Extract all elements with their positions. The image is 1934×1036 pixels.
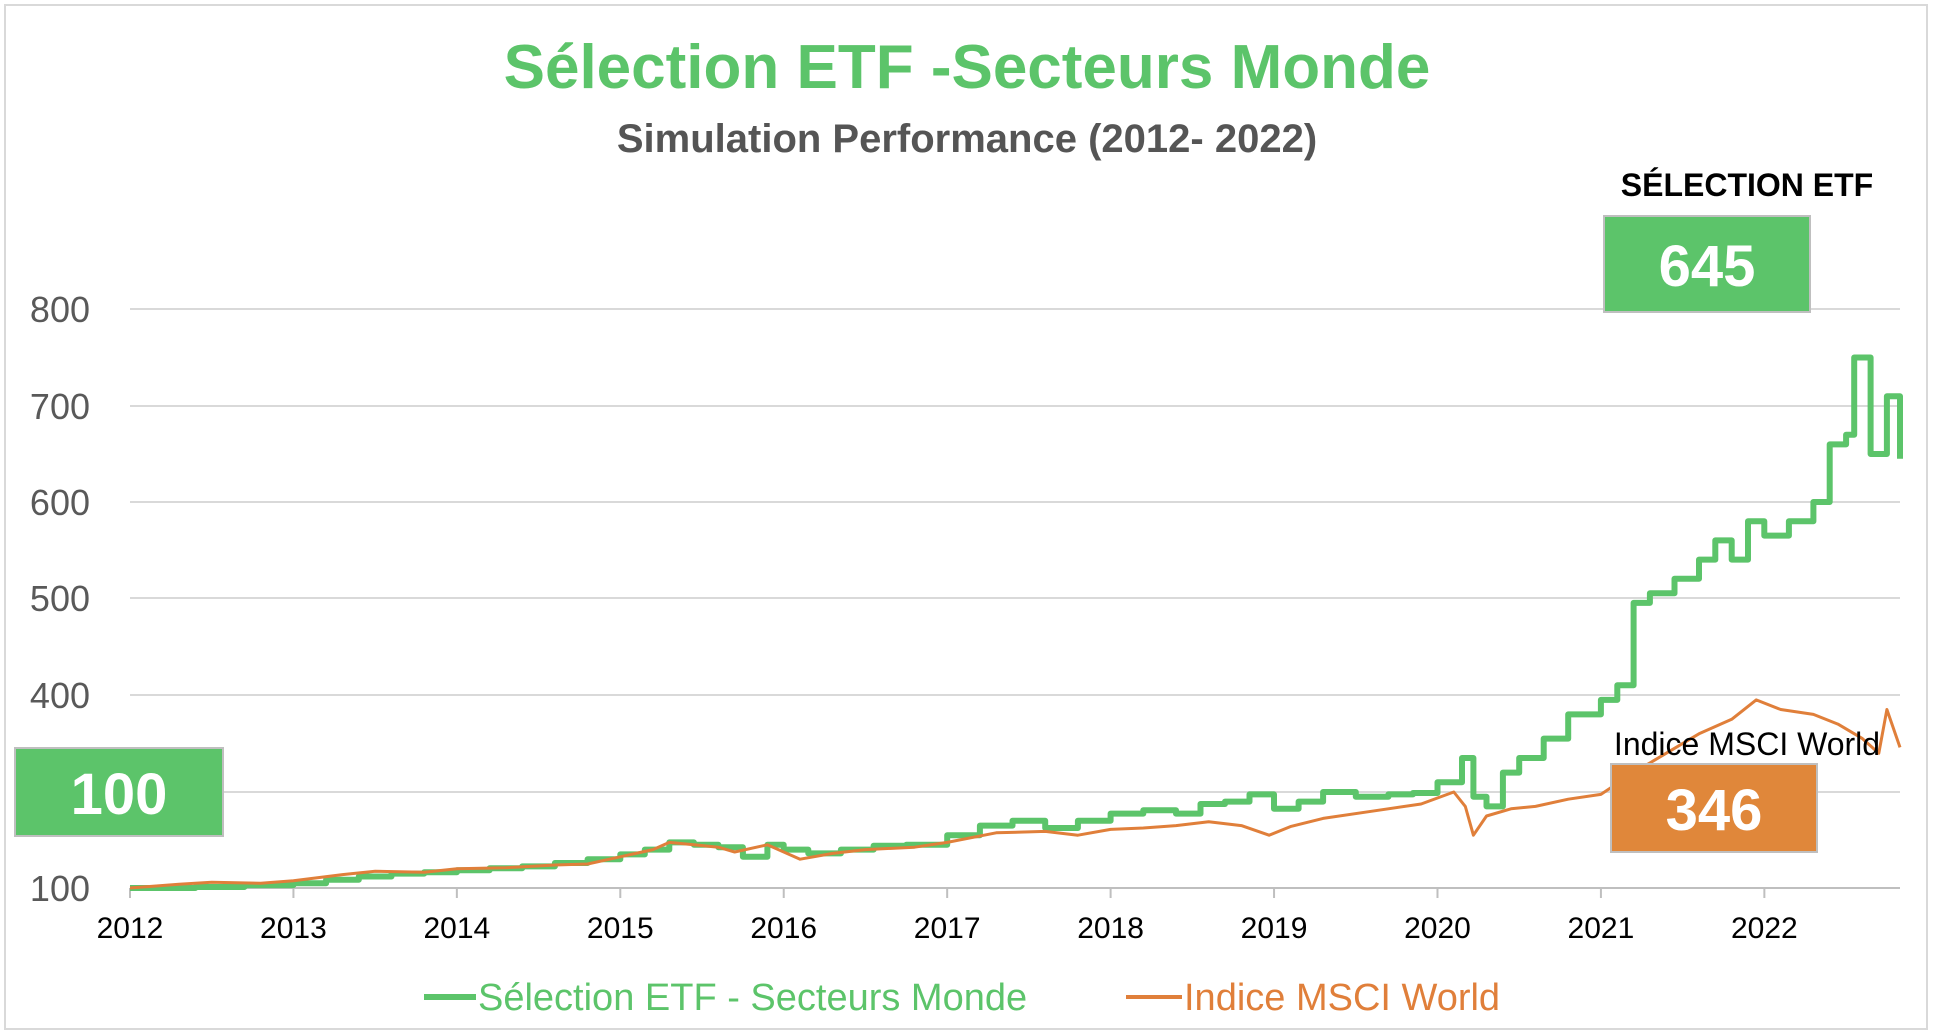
chart-title: Sélection ETF -Secteurs Monde [504, 33, 1431, 102]
callout-msci-value: 346 [1666, 778, 1763, 843]
y-tick-label: 100 [30, 868, 90, 909]
y-tick-label: 600 [30, 482, 90, 523]
y-axis-ticks: 100300400500600700800 [30, 289, 90, 909]
series-lines [129, 354, 1903, 891]
x-tick-label: 2016 [750, 912, 817, 945]
y-tick-label: 500 [30, 578, 90, 619]
y-tick-label: 800 [30, 289, 90, 330]
x-tick-label: 2014 [423, 912, 490, 945]
legend-label-etf: Sélection ETF - Secteurs Monde [478, 977, 1027, 1019]
x-axis-ticks: 2012 2013 2014 2015 2016 2017 2018 2019 2020 2021… [97, 888, 1798, 945]
x-tick-label: 2022 [1731, 912, 1798, 945]
x-tick-label: 2021 [1568, 912, 1635, 945]
y-tick-label: 400 [30, 675, 90, 716]
callout-start-value: 100 [71, 762, 168, 827]
callout-msci-box [1610, 763, 1818, 853]
legend-label-msci: Indice MSCI World [1184, 977, 1500, 1019]
chart-frame [4, 4, 1928, 1030]
callout-msci-label: Indice MSCI World [1614, 726, 1880, 762]
x-tick-label: 2015 [587, 912, 654, 945]
x-tick-label: 2019 [1241, 912, 1308, 945]
callout-etf-box [1603, 215, 1811, 313]
x-tick-label: 2012 [97, 912, 164, 945]
x-tick-label: 2017 [914, 912, 981, 945]
chart-subtitle: Simulation Performance (2012- 2022) [617, 117, 1317, 161]
x-tick-label: 2020 [1404, 912, 1471, 945]
callout-etf-label: SÉLECTION ETF [1621, 167, 1873, 203]
legend: Sélection ETF - Secteurs Monde Indice MS… [424, 977, 1500, 1019]
callout-etf-value: 645 [1659, 234, 1756, 299]
callout-start-box [14, 747, 224, 837]
x-tick-label: 2018 [1077, 912, 1144, 945]
series-line-msci [129, 698, 1902, 890]
x-tick-label: 2013 [260, 912, 327, 945]
y-tick-label: 700 [30, 386, 90, 427]
